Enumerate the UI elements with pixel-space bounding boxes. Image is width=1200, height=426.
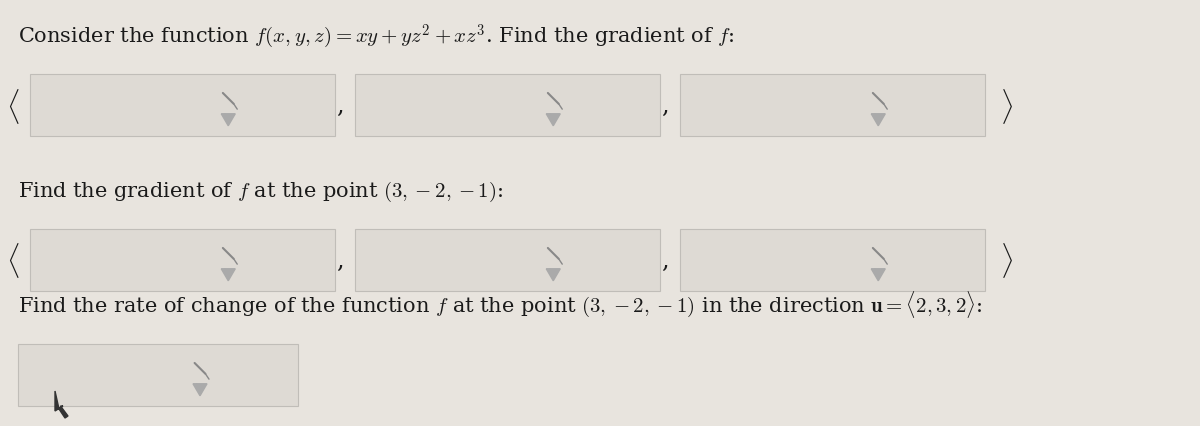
Polygon shape [193, 384, 206, 396]
Polygon shape [55, 391, 68, 418]
Text: ,: , [336, 249, 344, 272]
Text: $\langle$: $\langle$ [6, 241, 19, 280]
Bar [355, 75, 660, 137]
Polygon shape [871, 269, 886, 281]
Polygon shape [546, 269, 560, 281]
Polygon shape [546, 115, 560, 127]
Polygon shape [871, 115, 886, 127]
Text: ,: , [661, 249, 668, 272]
Polygon shape [221, 115, 235, 127]
Text: Consider the function $f(x, y, z) = xy + yz^2 + xz^3$. Find the gradient of $f$:: Consider the function $f(x, y, z) = xy +… [18, 23, 734, 51]
Bar [18, 344, 298, 406]
Text: ,: , [336, 94, 344, 117]
Bar [680, 230, 985, 291]
Bar [30, 75, 335, 137]
Bar [355, 230, 660, 291]
Polygon shape [221, 269, 235, 281]
Bar [30, 230, 335, 291]
Text: $\rangle$: $\rangle$ [1000, 241, 1013, 280]
Text: $\langle$: $\langle$ [6, 86, 19, 125]
Text: $\rangle$: $\rangle$ [1000, 86, 1013, 125]
Text: Find the rate of change of the function $f$ at the point $(3, -2,-1)$ in the dir: Find the rate of change of the function … [18, 289, 983, 320]
Bar [680, 75, 985, 137]
Text: ,: , [661, 94, 668, 117]
Text: Find the gradient of $f$ at the point $(3, -2, -1)$:: Find the gradient of $f$ at the point $(… [18, 179, 503, 204]
